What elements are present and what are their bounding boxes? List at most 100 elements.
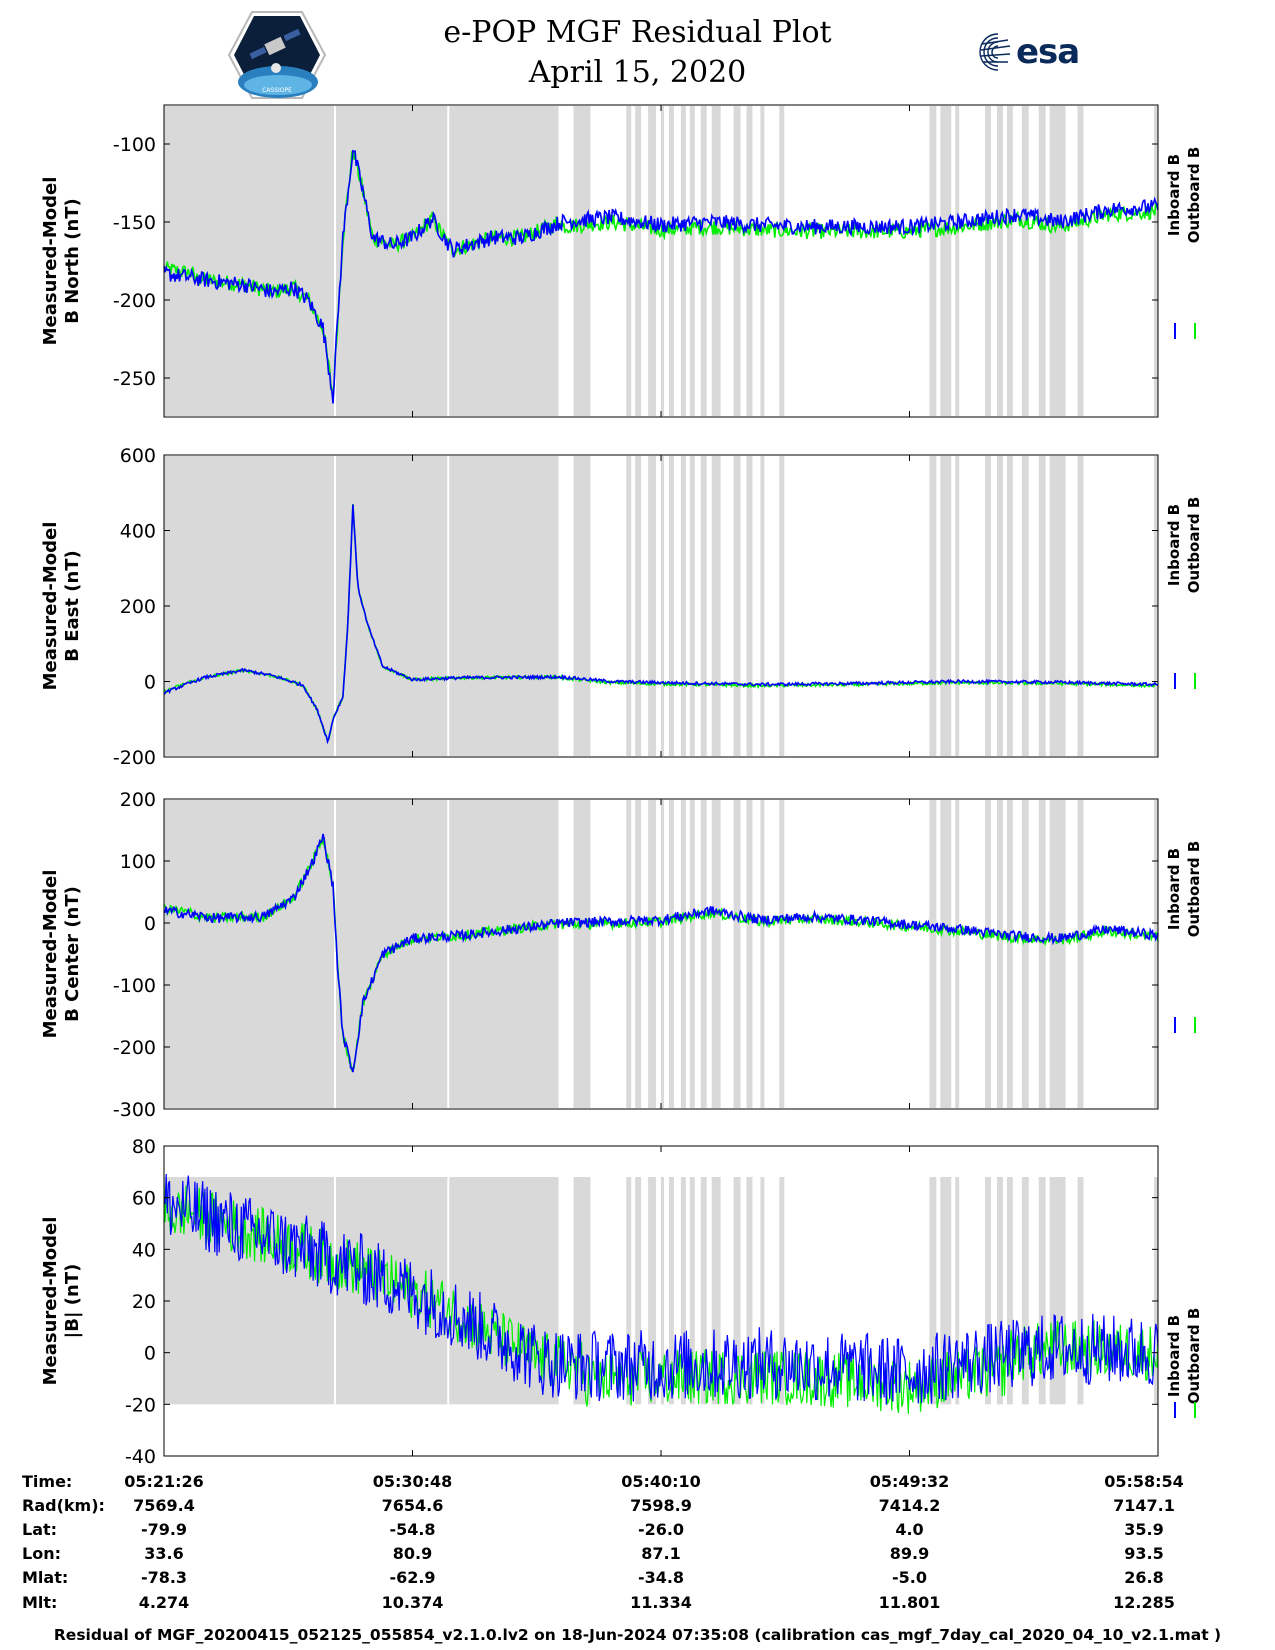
shade-band: [626, 456, 632, 756]
shade-band: [689, 456, 695, 756]
info-cell: -26.0: [637, 1520, 685, 1539]
info-cell: 7569.4: [133, 1496, 195, 1515]
shade-band: [661, 1177, 664, 1405]
shade-band: [955, 800, 960, 1108]
shade-band: [985, 106, 992, 416]
shade-band: [929, 456, 937, 756]
legend-outboard-label: Outboard B: [1185, 497, 1203, 594]
shade-band: [680, 800, 686, 1108]
shade-band: [760, 800, 765, 1108]
shade-band: [1077, 456, 1084, 756]
shade-band: [1021, 1177, 1029, 1405]
y-axis-label: B East (nT): [62, 550, 83, 662]
y-tick-label: 200: [120, 596, 156, 618]
info-row-label: Mlat:: [22, 1568, 69, 1587]
y-tick-label: 80: [132, 1136, 156, 1158]
shade-band: [760, 456, 765, 756]
y-tick-label: -300: [113, 1099, 156, 1121]
shade-region: [164, 800, 559, 1108]
x-tick-label: 05:21:26: [124, 1472, 204, 1491]
shade-band: [929, 106, 937, 416]
shade-band: [929, 1177, 937, 1405]
shade-region: [164, 106, 559, 416]
shade-band: [626, 800, 632, 1108]
y-tick-label: 600: [120, 445, 156, 467]
info-cell: 11.801: [878, 1593, 941, 1612]
inboard-series-line: [163, 833, 1159, 1073]
panel-2: -200 0 200 400 600 Measured-Model B East (nT) I…: [40, 445, 1203, 769]
y-axis-label: B North (nT): [62, 198, 83, 324]
shade-band: [985, 800, 992, 1108]
shade-band: [635, 1177, 642, 1405]
shade-band: [1021, 800, 1029, 1108]
shade-band: [661, 106, 664, 416]
shade-band: [733, 106, 741, 416]
outboard-series-line: [163, 150, 1159, 398]
esa-swirl-icon: [979, 33, 1011, 71]
outboard-series-line: [163, 1184, 1159, 1415]
y-axis-label: Measured-Model: [40, 870, 61, 1039]
info-cell: -62.9: [389, 1568, 436, 1587]
shade-band: [996, 456, 1003, 756]
y-tick-label: 0: [144, 1343, 156, 1365]
info-cell: 33.6: [144, 1544, 184, 1563]
shade-band: [680, 456, 686, 756]
shade-band: [711, 1177, 721, 1405]
shade-band: [1077, 800, 1084, 1108]
info-row-label: Mlt:: [22, 1593, 58, 1612]
legend-outboard-label: Outboard B: [1185, 1308, 1203, 1405]
panel-4: -40 -20 0 20 40 60 80 Measured-Model |B| (nT) Inb…: [40, 1136, 1203, 1468]
shade-band: [1049, 106, 1066, 416]
shade-band: [1154, 106, 1158, 416]
shade-region: [164, 456, 559, 756]
shade-band: [648, 106, 657, 416]
y-axis-label: Measured-Model: [40, 1217, 61, 1386]
shade-band: [635, 106, 642, 416]
shade-band: [929, 800, 937, 1108]
shade-band: [955, 1177, 960, 1405]
info-cell: -5.0: [892, 1568, 927, 1587]
footer-caption: Residual of MGF_20200415_052125_055854_v…: [53, 1626, 1222, 1644]
shade-band: [648, 456, 657, 756]
shade-band: [985, 1177, 992, 1405]
shade-band: [955, 106, 960, 416]
shade-band: [711, 106, 721, 416]
info-cell: 26.8: [1124, 1568, 1164, 1587]
shade-band: [700, 800, 707, 1108]
y-axis-label: Measured-Model: [40, 177, 61, 346]
inboard-series-line: [163, 1173, 1159, 1405]
shade-band: [779, 456, 785, 756]
shade-band: [1006, 1177, 1013, 1405]
y-tick-label: 60: [132, 1188, 156, 1210]
info-cell: 7598.9: [630, 1496, 692, 1515]
esa-logo: esa: [978, 30, 1098, 80]
x-tick-label: 05:30:48: [372, 1472, 453, 1491]
shade-band: [668, 800, 674, 1108]
shade-band: [668, 106, 674, 416]
shade-band: [996, 106, 1003, 416]
shade-band: [680, 106, 686, 416]
info-cell: 93.5: [1124, 1544, 1164, 1563]
esa-logo-text: esa: [1016, 32, 1080, 72]
shade-band: [1038, 456, 1046, 756]
shade-band: [1038, 106, 1046, 416]
shade-band: [626, 1177, 632, 1405]
y-axis-label: |B| (nT): [62, 1264, 83, 1339]
info-row-label: Lat:: [22, 1520, 58, 1539]
cassiope-logo-icon: CASSIOPE: [227, 10, 327, 100]
y-tick-label: -200: [113, 1037, 156, 1059]
shade-band: [955, 456, 960, 756]
shade-band: [680, 1177, 686, 1405]
shade-band: [1021, 456, 1029, 756]
legend-inboard-label: Inboard B: [1165, 504, 1183, 586]
info-cell: 87.1: [641, 1544, 681, 1563]
legend-inboard-label: Inboard B: [1165, 848, 1183, 930]
shade-band: [689, 1177, 695, 1405]
info-cell: -34.8: [637, 1568, 685, 1587]
y-axis-label: B Center (nT): [62, 886, 83, 1022]
info-cell: 4.274: [138, 1593, 190, 1612]
shade-band: [1049, 1177, 1066, 1405]
shade-band: [573, 456, 591, 756]
info-cell: 35.9: [1124, 1520, 1164, 1539]
